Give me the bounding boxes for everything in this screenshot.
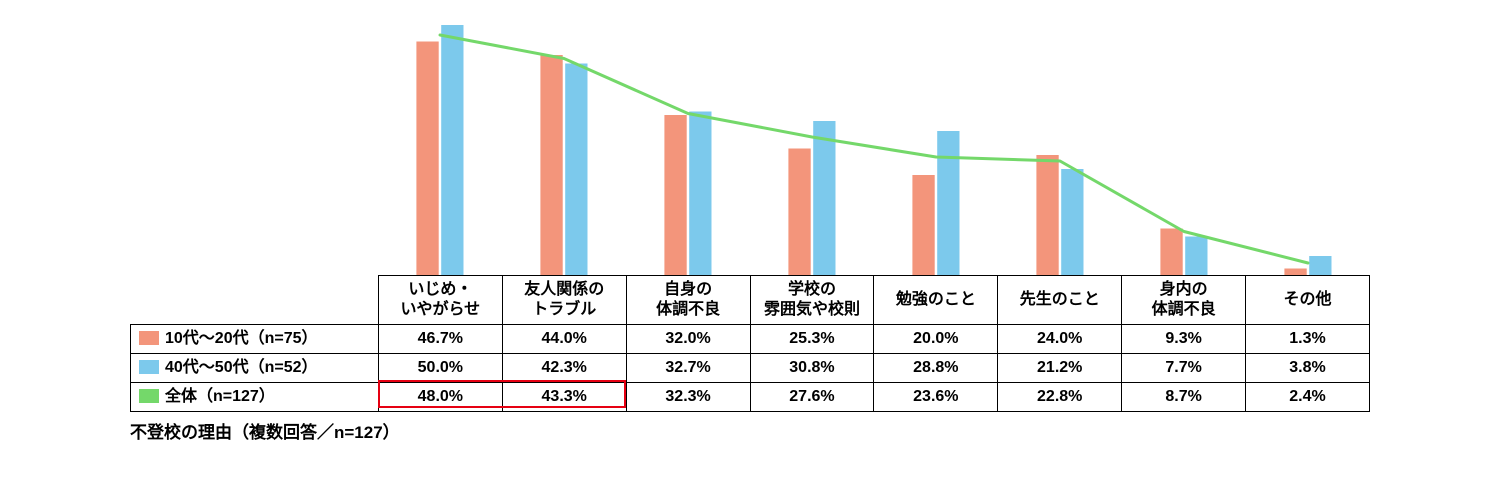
legend-cell: 40代～50代（n=52）: [131, 354, 379, 383]
legend-label: 10代～20代（n=75）: [165, 330, 318, 347]
data-table: いじめ・ いやがらせ 友人関係の トラブル 自身の 体調不良 学校の 雰囲気や校則 勉強…: [130, 275, 1370, 412]
data-cell: 32.0%: [626, 325, 750, 354]
bar: [689, 112, 711, 276]
category-label: 身内の 体調不良: [1152, 281, 1216, 318]
bar: [416, 42, 438, 276]
category-header: 先生のこと: [998, 276, 1122, 325]
bar: [912, 175, 934, 275]
category-label: いじめ・ いやがらせ: [401, 281, 481, 318]
data-cell: 7.7%: [1122, 354, 1246, 383]
legend-label: 40代～50代（n=52）: [165, 359, 318, 376]
category-label: 友人関係の トラブル: [524, 281, 604, 318]
bar: [1185, 237, 1207, 276]
table-row: 10代～20代（n=75） 46.7%44.0%32.0%25.3%20.0%24…: [131, 325, 1370, 354]
bar: [937, 131, 959, 275]
bar: [441, 25, 463, 275]
category-header: その他: [1246, 276, 1370, 325]
table-row: 全体（n=127） 48.0%43.3%32.3%27.6%23.6%22.8%8…: [131, 383, 1370, 412]
data-cell: 32.3%: [626, 383, 750, 412]
data-cell: 48.0%: [378, 383, 502, 412]
data-cell: 1.3%: [1246, 325, 1370, 354]
data-cell: 42.3%: [502, 354, 626, 383]
category-header: 自身の 体調不良: [626, 276, 750, 325]
bar: [1036, 155, 1058, 275]
data-cell: 25.3%: [750, 325, 874, 354]
data-cell: 32.7%: [626, 354, 750, 383]
data-cell: 50.0%: [378, 354, 502, 383]
bar: [540, 55, 562, 275]
data-cell: 22.8%: [998, 383, 1122, 412]
legend-swatch: [139, 331, 159, 345]
figure: いじめ・ いやがらせ 友人関係の トラブル 自身の 体調不良 学校の 雰囲気や校則 勉強…: [130, 15, 1370, 443]
data-cell: 21.2%: [998, 354, 1122, 383]
chart-svg: [378, 15, 1370, 275]
data-cell: 28.8%: [874, 354, 998, 383]
data-cell: 24.0%: [998, 325, 1122, 354]
bar: [1160, 229, 1182, 276]
data-cell: 46.7%: [378, 325, 502, 354]
legend-swatch: [139, 360, 159, 374]
bar: [813, 121, 835, 275]
category-label: 自身の 体調不良: [656, 281, 720, 318]
table-row: 40代～50代（n=52） 50.0%42.3%32.7%30.8%28.8%21…: [131, 354, 1370, 383]
data-cell: 23.6%: [874, 383, 998, 412]
category-header: いじめ・ いやがらせ: [378, 276, 502, 325]
legend-cell: 10代～20代（n=75）: [131, 325, 379, 354]
bar-line-chart: [378, 15, 1370, 275]
data-cell: 44.0%: [502, 325, 626, 354]
legend-swatch: [139, 389, 159, 403]
data-cell: 2.4%: [1246, 383, 1370, 412]
table-header-row: いじめ・ いやがらせ 友人関係の トラブル 自身の 体調不良 学校の 雰囲気や校則 勉強…: [131, 276, 1370, 325]
category-header: 友人関係の トラブル: [502, 276, 626, 325]
caption: 不登校の理由（複数回答／n=127）: [130, 418, 1370, 443]
data-cell: 9.3%: [1122, 325, 1246, 354]
data-cell: 27.6%: [750, 383, 874, 412]
bar: [1061, 169, 1083, 275]
data-cell: 8.7%: [1122, 383, 1246, 412]
bar: [565, 64, 587, 276]
category-header: 学校の 雰囲気や校則: [750, 276, 874, 325]
bar: [1309, 256, 1331, 275]
data-cell: 20.0%: [874, 325, 998, 354]
category-label: その他: [1284, 291, 1332, 308]
category-label: 学校の 雰囲気や校則: [764, 281, 860, 318]
category-label: 勉強のこと: [896, 291, 976, 308]
data-cell: 3.8%: [1246, 354, 1370, 383]
table-corner: [131, 276, 379, 325]
table-container: いじめ・ いやがらせ 友人関係の トラブル 自身の 体調不良 学校の 雰囲気や校則 勉強…: [130, 275, 1370, 412]
data-cell: 30.8%: [750, 354, 874, 383]
legend-cell: 全体（n=127）: [131, 383, 379, 412]
legend-label: 全体（n=127）: [165, 388, 275, 405]
category-header: 身内の 体調不良: [1122, 276, 1246, 325]
category-header: 勉強のこと: [874, 276, 998, 325]
bar: [788, 149, 810, 276]
category-label: 先生のこと: [1020, 291, 1100, 308]
bar: [664, 115, 686, 275]
data-cell: 43.3%: [502, 383, 626, 412]
